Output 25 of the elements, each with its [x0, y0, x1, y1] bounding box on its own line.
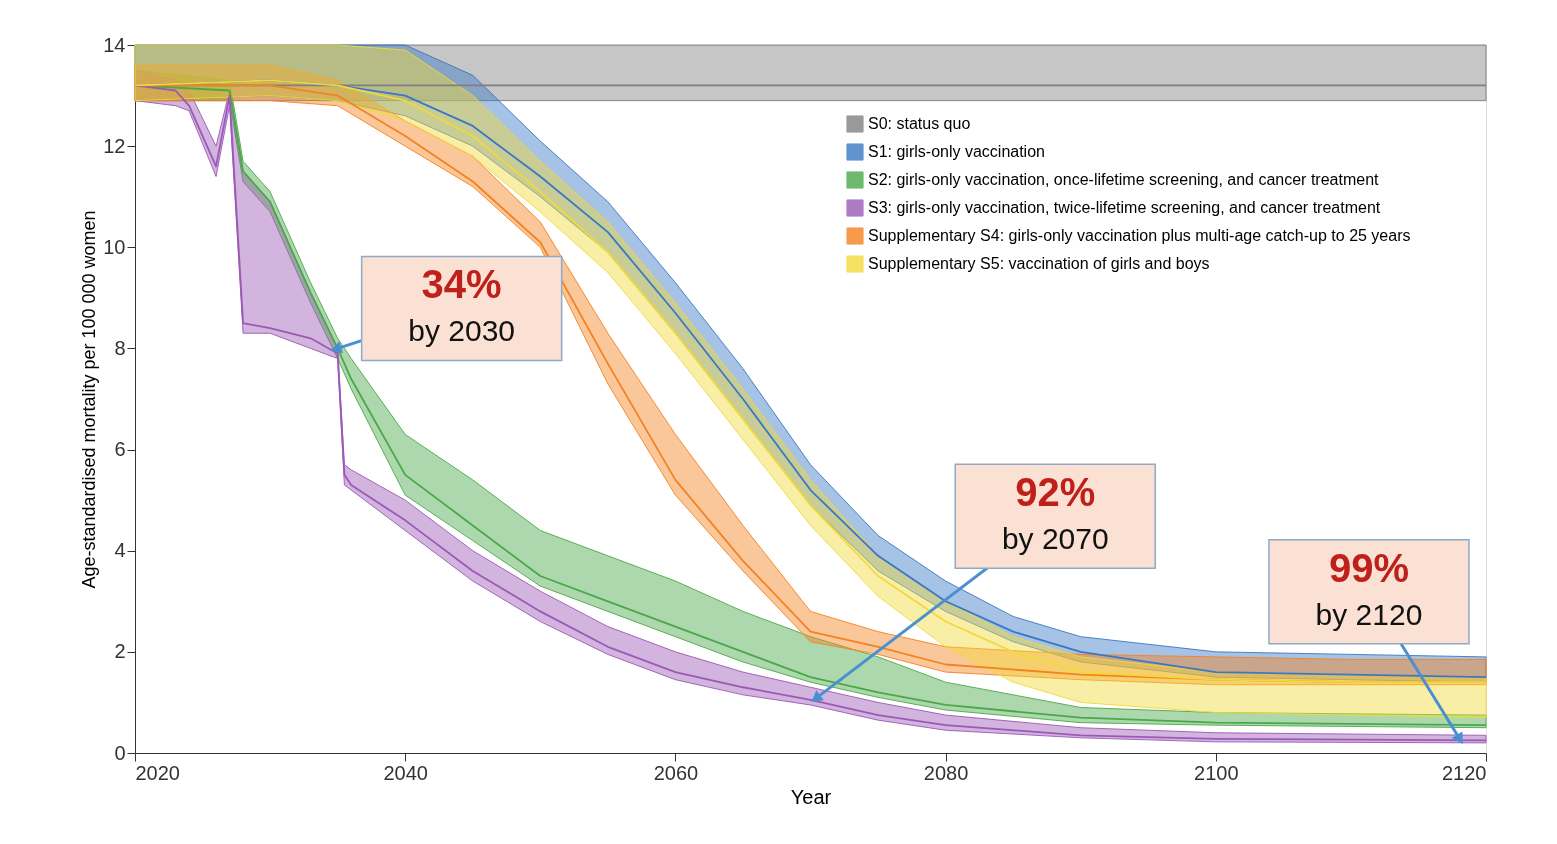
annotation: 34% by 2030 [408, 262, 516, 348]
legend-label: S1: girls-only vaccination [868, 143, 1045, 160]
legend-label: S2: girls-only vaccination, once-lifetime screening, and cancer treatment [868, 171, 1380, 188]
x-tick-label: 2060 [653, 761, 699, 784]
annotation: 99% by 2120 [1315, 545, 1423, 631]
y-tick-label: 6 [114, 438, 126, 461]
x-tick-label: 2080 [923, 761, 969, 784]
y-tick-label: 4 [114, 539, 126, 562]
y-tick-label: 8 [114, 336, 126, 359]
x-tick-label: 2100 [1194, 761, 1239, 784]
legend-label: S3: girls-only vaccination, twice-lifetime screening, and cancer treatment [868, 199, 1381, 216]
legend-label: Supplementary S5: vaccination of girls and boys [868, 255, 1210, 272]
y-tick-label: 0 [114, 741, 126, 764]
y-tick-label: 12 [103, 134, 126, 157]
y-axis-title: Age-standardised mortality per 100 000 women [79, 210, 100, 589]
annotation: 92% by 2070 [1001, 470, 1109, 556]
legend-label: Supplementary S4: girls-only vaccination plus multi-age catch-up to 25 years [868, 227, 1411, 244]
y-tick-label: 10 [103, 235, 126, 258]
y-tick-label: 2 [114, 640, 126, 663]
x-tick-label: 2040 [383, 761, 428, 784]
y-tick-label: 14 [103, 33, 126, 56]
x-axis-title: Year [790, 785, 832, 808]
legend-label: S0: status quo [868, 115, 971, 132]
x-tick-label: 2120 [1442, 761, 1487, 784]
x-tick-label: 2020 [135, 761, 180, 784]
